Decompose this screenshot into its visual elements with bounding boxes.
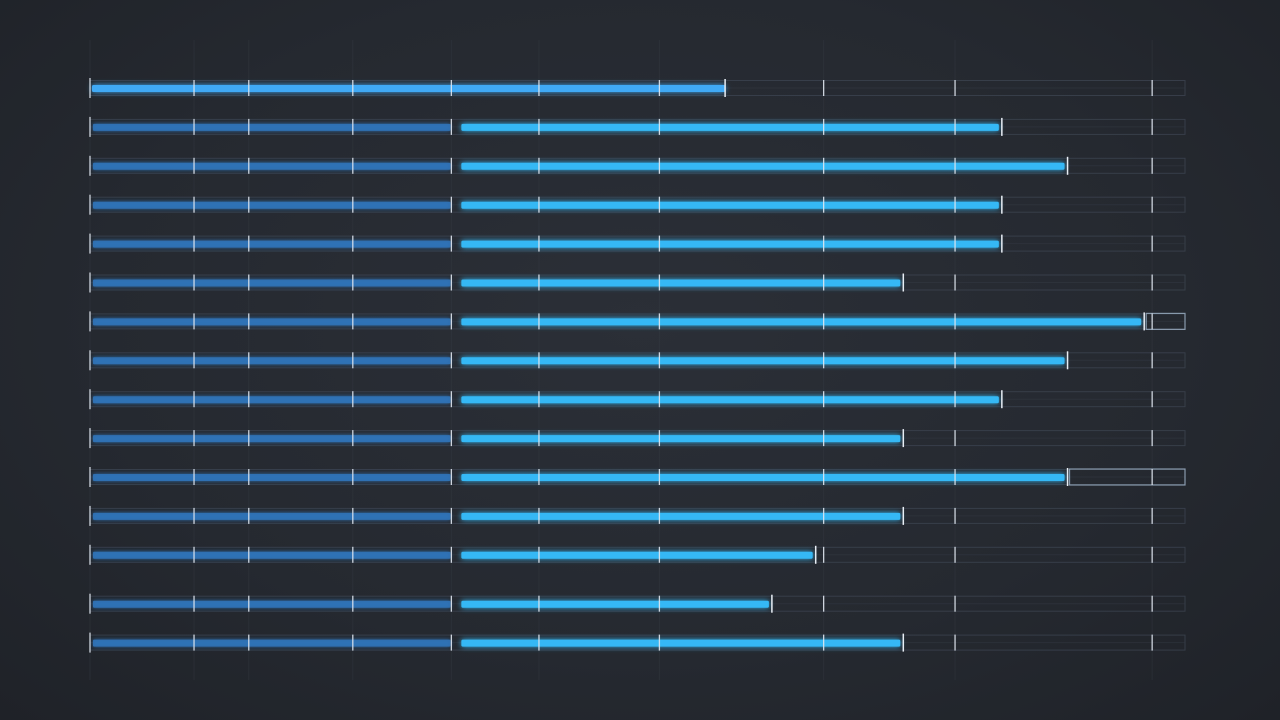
bar-overlay [92,85,726,92]
bar-segment-value [461,201,999,209]
bar-segment-value [461,435,901,443]
bar-segment-value [461,240,999,248]
bar-highlight-outline [1068,468,1186,486]
bar-segment-value [461,474,1065,481]
bar-segment-base [93,357,451,365]
bar-segment-value [461,512,901,520]
bar-segment-value [461,279,901,287]
bar-segment-base [93,318,451,326]
bar-highlight-outline [1145,312,1186,330]
bar-segment-value [461,551,813,559]
bar-segment-value [461,318,1142,326]
bar-segment-value [461,162,1065,170]
tick-marks [89,78,1153,653]
bar-segment-base [93,396,451,404]
bar-segment-base [93,435,451,443]
bar-segment-base [93,240,451,248]
bar-segment-base [93,551,451,559]
bar-segment-base [93,123,451,131]
bar-segment-value [461,123,999,131]
bar-segment-base [93,279,451,287]
bars [92,85,1142,647]
bar-segment-base [93,512,451,520]
bar-segment-base [93,600,451,608]
bar-segment-value [461,600,769,608]
bar-segment-value [461,639,901,647]
bar-segment-value [461,357,1065,365]
bar-segment-base [93,639,451,647]
bar-segment-base [93,201,451,209]
bar-segment-base [93,474,451,481]
bar-segment-base [93,162,451,170]
bar-segment-value [461,396,999,404]
